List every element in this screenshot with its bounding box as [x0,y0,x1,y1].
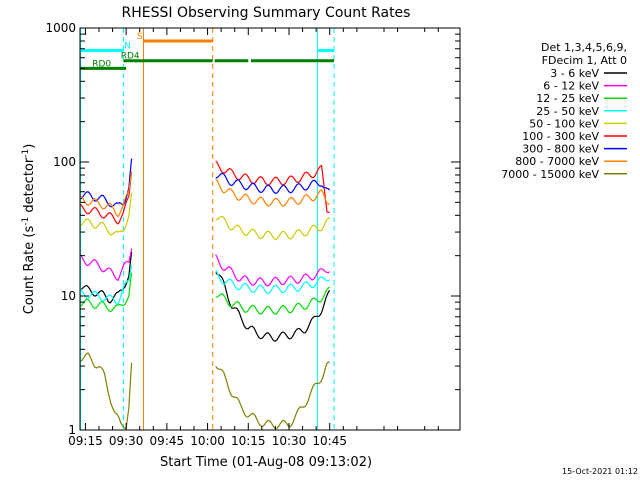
series-12-25-kev-segment-1 [79,272,133,313]
series-100-300-kev-segment-1 [79,171,133,225]
series-50-100-kev-segment-1 [79,193,133,236]
series-lines [79,158,331,430]
series-3-6-kev-segment-2 [215,272,331,342]
series-6-12-kev-segment-2 [215,254,331,287]
series-800-7000-kev-segment-2 [215,178,330,207]
state-bar-label-s: S [137,32,143,42]
y-tick-label-1: 1 [68,423,76,437]
y-axis-label-sup: -1 [21,217,31,226]
series-300-800-kev-segment-2 [215,172,331,194]
x-axis-label: Start Time (01-Aug-08 09:13:02) [160,455,372,470]
series-800-7000-kev-segment-1 [79,171,133,218]
series-25-50-kev-segment-1 [79,265,133,305]
legend-label-300-800-kev: 300 - 800 keV [522,143,599,156]
legend-label-50-100-kev: 50 - 100 keV [529,117,599,130]
state-bar-label-rd0: RD0 [92,59,111,69]
legend-label-800-7000-kev: 800 - 7000 keV [515,155,599,168]
footer-timestamp: 15-Oct-2021 01:12 [562,467,638,476]
y-axis-label-main: Count Rate (s [22,226,37,315]
x-tick-label-09-30: 09:30 [109,434,144,448]
y-axis-label-tail: detector [22,157,37,217]
x-axis-ticks: 09:15 09:30 09:45 10:00 10:15 10:30 10:45 [68,28,439,448]
legend-header-line-1: Det 1,3,4,5,6,9, [541,41,627,54]
series-12-25-kev-segment-2 [215,286,330,315]
state-bar-label-n: N [124,41,131,51]
series-25-50-kev-segment-2 [215,270,331,294]
legend-label-6-12-kev: 6 - 12 keV [543,80,599,93]
x-tick-label-10-15: 10:15 [231,434,266,448]
legend-label-25-50-kev: 25 - 50 keV [536,105,599,118]
legend-label-12-25-kev: 12 - 25 keV [536,92,599,105]
instrument-state-bars: NS RD0 RD4 [80,32,335,70]
series-6-12-kev-segment-1 [79,248,133,282]
state-bar-label-rd4: RD4 [121,52,140,62]
legend-header-line-2: FDecim 1, Att 0 [542,54,627,67]
x-tick-label-10-00: 10:00 [190,434,225,448]
y-axis-label-close: ) [22,144,37,149]
x-tick-label-10-45: 10:45 [312,434,347,448]
y-axis-label-sup2: -1 [21,149,31,158]
legend-label-3-6-kev: 3 - 6 keV [550,67,599,80]
x-tick-label-10-30: 10:30 [272,434,307,448]
legend-label-7000-15000-kev: 7000 - 15000 keV [501,168,599,181]
y-axis-label: Count Rate (s-1 detector-1) [21,144,37,315]
x-tick-label-09-45: 09:45 [150,434,185,448]
series-50-100-kev-segment-2 [215,215,330,241]
y-tick-label-10: 10 [61,289,76,303]
legend: Det 1,3,4,5,6,9, FDecim 1, Att 0 3 - 6 k… [501,41,627,181]
y-tick-label-1000: 1000 [45,21,76,35]
legend-label-100-300-kev: 100 - 300 keV [522,130,599,143]
y-tick-label-100: 100 [53,155,76,169]
series-100-300-kev-segment-2 [215,160,330,214]
chart-title: RHESSI Observing Summary Count Rates [122,5,411,21]
series-7000-15000-kev-segment-2 [215,361,330,430]
plot-frame [79,27,461,431]
series-7000-15000-kev-segment-1 [79,352,133,430]
x-tick-label-09-15: 09:15 [68,434,103,448]
y-axis-ticks: 1 10 100 1000 [45,21,460,437]
